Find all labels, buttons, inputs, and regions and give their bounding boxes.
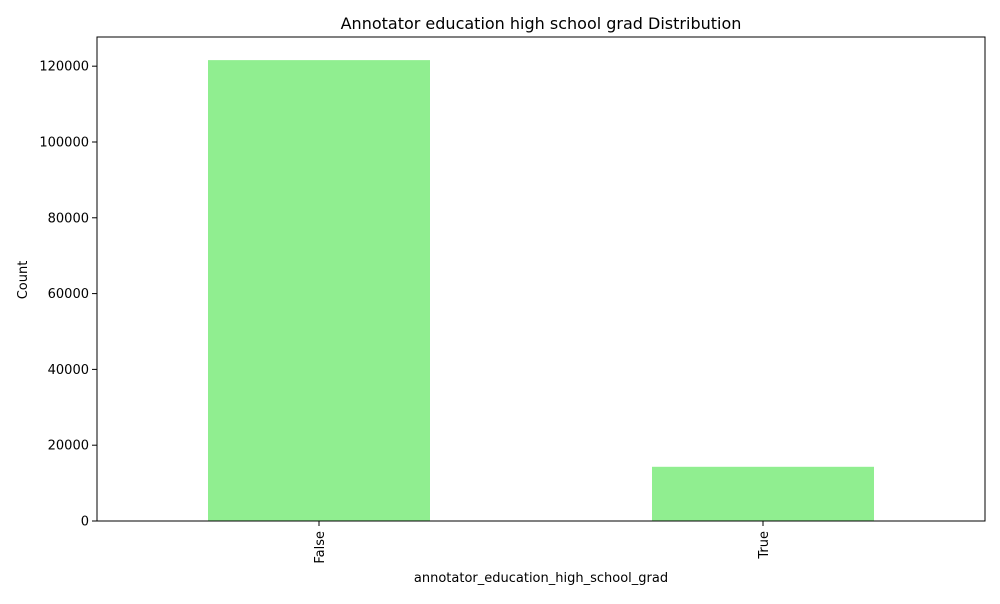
bars-group: [208, 60, 874, 521]
y-tick-label: 80000: [48, 211, 89, 226]
chart-title: Annotator education high school grad Dis…: [341, 14, 742, 33]
x-tick-label: False: [313, 531, 328, 564]
axes-frame: [96, 36, 986, 522]
y-tick-label: 0: [81, 515, 89, 530]
y-tick-label: 120000: [39, 60, 89, 75]
y-tick-label: 60000: [48, 287, 89, 302]
y-axis-ticks: 0 20000 40000 60000 80000 100000 120000: [39, 60, 97, 530]
y-tick-label: 40000: [48, 363, 89, 378]
bar-false: [208, 60, 430, 521]
x-tick-label: True: [757, 531, 772, 560]
x-axis-ticks: False True: [313, 521, 772, 564]
y-tick-label: 100000: [39, 135, 89, 150]
bar-true: [652, 466, 874, 521]
y-tick-label: 20000: [48, 439, 89, 454]
y-axis-label: Count: [16, 261, 31, 300]
x-axis-label: annotator_education_high_school_grad: [414, 571, 668, 586]
